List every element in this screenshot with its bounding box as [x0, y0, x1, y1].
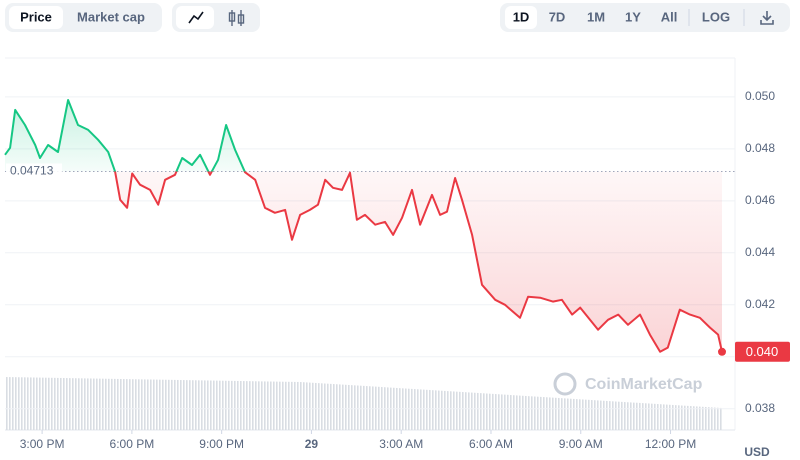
line-icon[interactable] [188, 11, 204, 24]
y-tick-label: 0.038 [745, 401, 775, 415]
y-tick-label: 0.048 [745, 141, 775, 155]
current-price-label: 0.040 [746, 344, 779, 359]
y-tick-label: 0.046 [745, 193, 775, 207]
reference-label-bg [6, 163, 62, 180]
range-1m[interactable]: 1M [587, 9, 605, 24]
range-7d[interactable]: 7D [549, 9, 566, 24]
price-area [5, 100, 722, 352]
reference-label: 0.04713 [10, 164, 54, 178]
x-tick-label: 29 [305, 437, 319, 451]
x-tick-label: 9:00 AM [559, 437, 603, 451]
watermark-text: CoinMarketCap [585, 376, 703, 393]
x-tick-label: 3:00 PM [20, 437, 65, 451]
range-group [500, 3, 790, 32]
x-tick-label: 9:00 PM [199, 437, 244, 451]
tab-market-cap[interactable]: Market cap [77, 9, 145, 24]
current-point [718, 347, 726, 356]
candle-icon[interactable] [228, 10, 245, 26]
x-tick-label: 6:00 AM [469, 437, 513, 451]
log-toggle[interactable]: LOG [702, 9, 730, 24]
y-tick-label: 0.042 [745, 297, 775, 311]
y-tick-label: 0.050 [745, 89, 775, 103]
x-tick-label: 6:00 PM [110, 437, 155, 451]
range-all[interactable]: All [661, 9, 678, 24]
y-tick-label: 0.044 [745, 245, 775, 259]
x-tick-label: 3:00 AM [379, 437, 423, 451]
range-1y[interactable]: 1Y [625, 9, 641, 24]
current-price-box [735, 341, 790, 362]
range-1d[interactable]: 1D [513, 9, 530, 24]
tab-price[interactable]: Price [20, 9, 52, 24]
tab-selected [9, 6, 63, 29]
download-icon[interactable] [760, 11, 774, 25]
y-unit: USD [744, 445, 770, 459]
range-selected [505, 6, 537, 29]
toolbar: Price Market cap 1D 7D 1M 1Y All LOG [5, 3, 790, 32]
watermark: CoinMarketCap [553, 372, 703, 396]
price-line [4, 99, 723, 353]
volume-bars [5, 377, 722, 430]
x-tick-label: 12:00 PM [645, 437, 696, 451]
